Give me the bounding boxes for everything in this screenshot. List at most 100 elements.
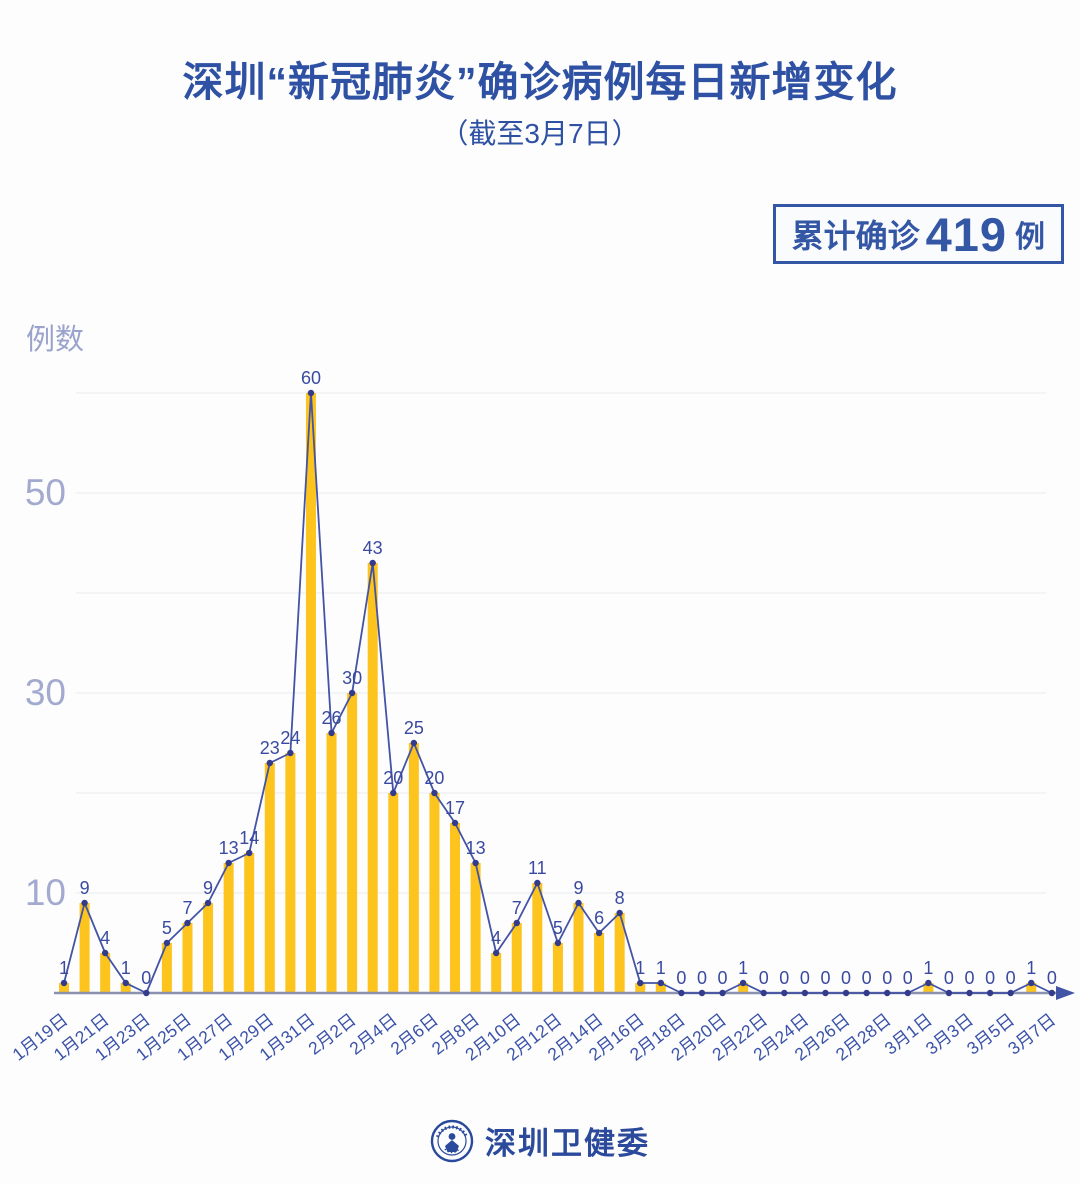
value-label: 23: [260, 738, 280, 758]
value-label: 0: [862, 968, 872, 988]
data-point: [801, 989, 809, 997]
data-point: [595, 929, 603, 937]
value-label: 0: [965, 968, 975, 988]
value-label: 0: [676, 968, 686, 988]
cumulative-total-badge: 累计确诊 419 例: [772, 204, 1064, 264]
value-label: 0: [882, 968, 892, 988]
data-point: [266, 759, 273, 767]
bar: [511, 923, 522, 993]
bar: [450, 823, 461, 993]
badge-label: 累计确诊: [791, 218, 920, 254]
data-point: [904, 989, 911, 997]
data-point: [554, 939, 562, 947]
data-point: [225, 859, 232, 867]
bar: [388, 793, 399, 993]
bar: [635, 983, 646, 993]
data-point: [842, 989, 850, 997]
value-label: 13: [219, 838, 239, 858]
data-point: [657, 979, 665, 987]
value-label: 26: [322, 708, 342, 728]
bar: [491, 953, 502, 993]
data-point: [575, 899, 582, 907]
page-subtitle: （截至3月7日）: [440, 118, 640, 149]
bar: [120, 983, 131, 993]
data-point: [472, 859, 479, 867]
value-label: 9: [203, 878, 213, 898]
bar: [573, 903, 584, 993]
data-point: [246, 849, 253, 857]
data-point: [678, 989, 685, 997]
bar: [59, 983, 69, 993]
data-point: [863, 989, 870, 997]
data-point: [143, 989, 150, 997]
bar: [223, 863, 234, 993]
value-label: 1: [1026, 958, 1036, 978]
value-label: 25: [404, 718, 424, 738]
bar: [429, 793, 440, 993]
value-label: 0: [759, 968, 769, 988]
data-point: [369, 559, 376, 567]
data-point: [163, 939, 171, 947]
value-label: 0: [820, 968, 830, 988]
data-point: [945, 989, 953, 997]
bar: [161, 943, 172, 993]
value-label: 0: [800, 968, 810, 988]
value-label: 13: [466, 838, 486, 858]
data-point: [534, 879, 541, 887]
data-point: [287, 749, 294, 757]
data-point: [781, 989, 788, 997]
value-label: 24: [280, 728, 300, 748]
data-point: [451, 819, 459, 827]
data-point: [986, 989, 994, 997]
data-point: [431, 789, 438, 797]
value-label: 0: [718, 968, 728, 988]
value-label: 20: [383, 768, 403, 788]
value-label: 4: [491, 928, 501, 948]
value-label: 9: [80, 878, 90, 898]
data-point: [81, 899, 88, 907]
data-point: [822, 989, 829, 997]
data-point: [492, 949, 500, 957]
bar: [305, 393, 316, 993]
value-label: 30: [342, 668, 362, 688]
badge-value: 419: [925, 207, 1007, 261]
bar: [264, 763, 275, 993]
data-point: [410, 739, 418, 747]
value-label: 1: [656, 958, 666, 978]
value-label: 14: [239, 828, 259, 848]
bar: [326, 733, 337, 993]
bar: [244, 853, 255, 993]
bar: [614, 913, 625, 993]
value-label: 0: [1006, 968, 1016, 988]
value-label: 7: [182, 898, 192, 918]
data-point: [925, 979, 932, 987]
data-point: [328, 729, 335, 737]
bar: [470, 863, 481, 993]
bar: [79, 903, 90, 993]
bar: [367, 563, 378, 993]
data-point: [719, 989, 726, 997]
data-point: [204, 899, 212, 907]
value-label: 1: [923, 958, 933, 978]
bar: [552, 943, 563, 993]
value-label: 1: [121, 958, 131, 978]
value-label: 0: [903, 968, 913, 988]
x-axis-arrow-icon: [1056, 986, 1075, 1000]
bar: [594, 933, 605, 993]
bar: [100, 953, 111, 993]
x-tick-label: 3月7日: [1004, 1009, 1059, 1058]
data-point: [884, 989, 891, 997]
value-label: 5: [553, 918, 563, 938]
value-label: 0: [779, 968, 789, 988]
data-point: [1048, 989, 1056, 997]
value-label: 11: [528, 858, 547, 878]
value-label: 0: [841, 968, 851, 988]
value-label: 5: [162, 918, 172, 938]
bar: [1026, 983, 1037, 993]
value-label: 6: [594, 908, 604, 928]
value-label: 0: [944, 968, 954, 988]
data-point: [616, 909, 623, 917]
value-label: 20: [424, 768, 444, 788]
value-label: 9: [573, 878, 583, 898]
